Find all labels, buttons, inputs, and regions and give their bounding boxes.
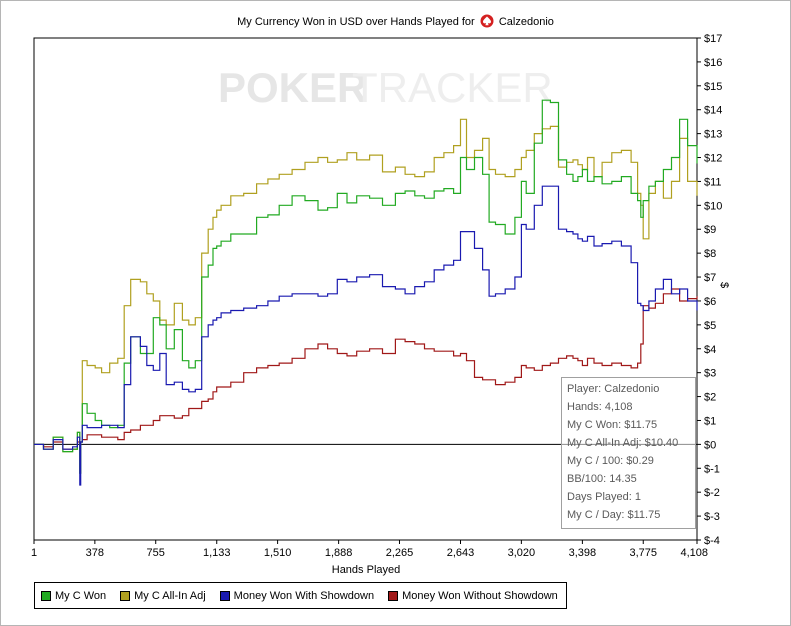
legend-swatch — [41, 590, 51, 601]
tooltip-won: My C Won: $11.75 — [567, 419, 658, 431]
legend-swatch — [120, 590, 131, 601]
x-tick-label: 1,888 — [325, 547, 353, 559]
y-tick-label: $4 — [704, 344, 716, 356]
y-tick-label: $12 — [704, 153, 722, 165]
pokertracker-watermark: POKER TRACKER — [218, 64, 553, 111]
x-tick-label: 1,133 — [203, 547, 231, 559]
y-tick-label: $-2 — [704, 487, 720, 499]
y-tick-label: $16 — [704, 57, 722, 69]
y-tick-label: $17 — [704, 33, 722, 45]
y-tick-label: $3 — [704, 368, 716, 380]
tooltip-days: Days Played: 1 — [567, 491, 641, 503]
y-tick-label: $13 — [704, 129, 722, 141]
legend-item-with-showdown[interactable]: Money Won With Showdown — [214, 590, 382, 602]
tooltip-per100: My C / 100: $0.29 — [567, 455, 654, 467]
series-lines — [34, 99, 698, 486]
x-tick-label: 2,643 — [447, 547, 475, 559]
x-tick-label: 378 — [86, 547, 104, 559]
legend-item-my-c-won[interactable]: My C Won — [35, 590, 114, 602]
x-tick-label: 3,775 — [629, 547, 657, 559]
chart-title: My Currency Won in USD over Hands Played… — [0, 14, 791, 28]
y-axis-ticks: $-4 $-3 $-2 $-1 $0 $1 $2 $3 $4 $5 $6 $7 $8 $9 $10 $11 $1… — [697, 33, 722, 547]
series-line-my-c-won — [34, 99, 698, 474]
y-tick-label: $14 — [704, 105, 722, 117]
x-tick-label: 3,020 — [508, 547, 536, 559]
y-tick-label: $8 — [704, 248, 716, 260]
y-tick-label: $10 — [704, 200, 722, 212]
x-tick-label: 1 — [31, 547, 37, 559]
legend-item-all-in-adj[interactable]: My C All-In Adj — [114, 590, 214, 602]
y-tick-label: $-1 — [704, 463, 720, 475]
tooltip-hands: Hands: 4,108 — [567, 401, 633, 413]
y-tick-label: $1 — [704, 415, 716, 427]
y-tick-label: $2 — [704, 392, 716, 404]
y-tick-label: $9 — [704, 224, 716, 236]
y-tick-label: $15 — [704, 81, 722, 93]
tooltip-perday: My C / Day: $11.75 — [567, 509, 661, 521]
legend-label: Money Won Without Showdown — [402, 589, 558, 602]
y-tick-label: $-4 — [704, 535, 720, 547]
x-tick-label: 3,398 — [569, 547, 597, 559]
tooltip-bb100: BB/100: 14.35 — [567, 473, 637, 485]
legend-label: My C All-In Adj — [134, 589, 206, 602]
stats-tooltip: Player: Calzedonio Hands: 4,108 My C Won… — [561, 377, 696, 529]
legend-label: Money Won With Showdown — [233, 589, 375, 602]
legend-item-without-showdown[interactable]: Money Won Without Showdown — [382, 590, 566, 602]
series-line-money-won-without-showdown — [34, 288, 698, 450]
legend-label: My C Won — [55, 589, 107, 602]
tooltip-allin: My C All-In Adj: $10.40 — [567, 437, 679, 449]
series-line-money-won-with-showdown — [34, 185, 698, 486]
x-axis-label: Hands Played — [331, 564, 401, 576]
chart-legend: My C Won My C All-In Adj Money Won With … — [34, 582, 567, 609]
x-tick-label: 1,510 — [264, 547, 292, 559]
watermark-left: POKER — [218, 64, 367, 111]
legend-swatch — [219, 590, 230, 601]
title-prefix: My Currency Won in USD over Hands Played… — [237, 16, 475, 28]
watermark-right: TRACKER — [352, 64, 553, 111]
y-axis-label: $ — [718, 282, 730, 289]
x-tick-label: 4,108 — [680, 547, 708, 559]
y-tick-label: $6 — [704, 296, 716, 308]
y-tick-label: $0 — [704, 439, 716, 451]
y-tick-label: $11 — [704, 176, 722, 188]
spade-icon — [480, 14, 494, 28]
y-tick-label: $7 — [704, 272, 716, 284]
y-tick-label: $5 — [704, 320, 716, 332]
x-tick-label: 2,265 — [386, 547, 414, 559]
x-axis-ticks: 1 378 755 1,133 1,510 1,888 2,265 2,643 3,020 3,3… — [31, 540, 708, 559]
y-tick-label: $-3 — [704, 511, 720, 523]
x-tick-label: 755 — [147, 547, 165, 559]
legend-swatch — [388, 590, 399, 601]
player-name: Calzedonio — [498, 16, 554, 28]
tooltip-player: Player: Calzedonio — [567, 383, 660, 395]
plot-area-border — [33, 37, 698, 541]
